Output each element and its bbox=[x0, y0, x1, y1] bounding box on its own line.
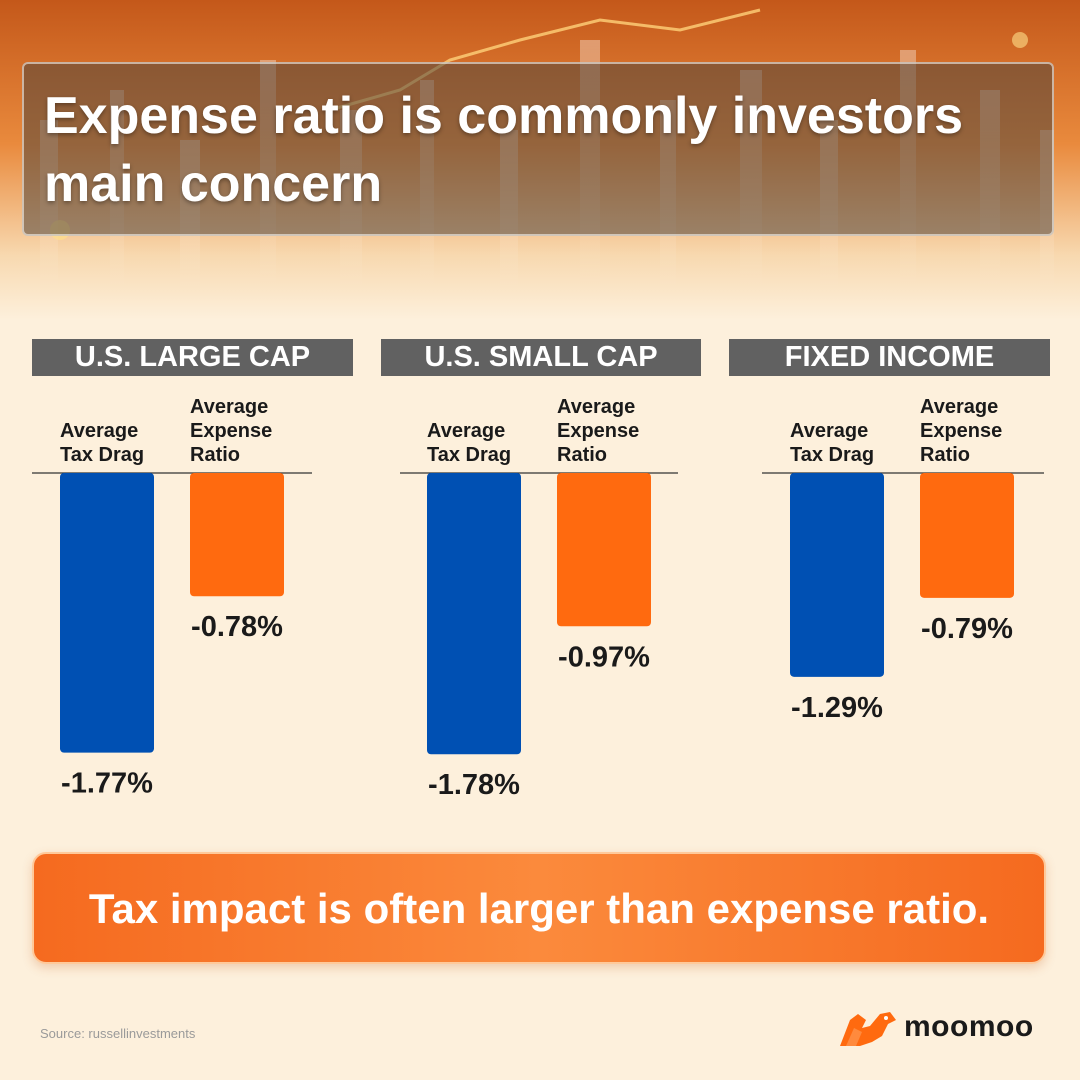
data-label: -0.97% bbox=[558, 641, 650, 673]
category-label: Average Tax Drag bbox=[60, 420, 144, 466]
category-label: Average Tax Drag bbox=[790, 420, 874, 466]
brand-logo: moomoo bbox=[836, 1004, 1056, 1054]
bar-tax-drag bbox=[60, 473, 154, 753]
panel-header-small-cap: U.S. SMALL CAP bbox=[381, 339, 701, 376]
bar-chart: Average Tax Drag -1.77% Average Expense Ratio… bbox=[32, 396, 1044, 801]
takeaway-banner: Tax impact is often larger than expense … bbox=[32, 852, 1046, 964]
panel-header-fixed-income: FIXED INCOME bbox=[729, 339, 1050, 376]
category-label: Average Expense Ratio bbox=[920, 396, 1002, 466]
bar-tax-drag bbox=[790, 473, 884, 677]
bar-expense-ratio bbox=[190, 473, 284, 597]
data-label: -0.79% bbox=[921, 613, 1013, 645]
category-label: Average Expense Ratio bbox=[557, 396, 639, 466]
data-label: -0.78% bbox=[191, 611, 283, 643]
moomoo-bull-icon bbox=[840, 1012, 896, 1046]
category-label: Average Tax Drag bbox=[427, 420, 511, 466]
page-title: Expense ratio is commonly investors main… bbox=[44, 87, 963, 213]
data-label: -1.29% bbox=[791, 692, 883, 724]
data-label: -1.77% bbox=[61, 768, 153, 800]
brand-wordmark: moomoo bbox=[904, 1010, 1034, 1043]
bar-expense-ratio bbox=[920, 473, 1014, 598]
title-box: Expense ratio is commonly investors main… bbox=[22, 62, 1054, 236]
source-note: Source: russellinvestments bbox=[40, 1026, 196, 1041]
bar-expense-ratio bbox=[557, 473, 651, 627]
category-label: Average Expense Ratio bbox=[190, 396, 272, 466]
bar-tax-drag bbox=[427, 473, 521, 755]
data-label: -1.78% bbox=[428, 769, 520, 801]
panel-header-large-cap: U.S. LARGE CAP bbox=[32, 339, 353, 376]
takeaway-text: Tax impact is often larger than expense … bbox=[88, 885, 990, 932]
